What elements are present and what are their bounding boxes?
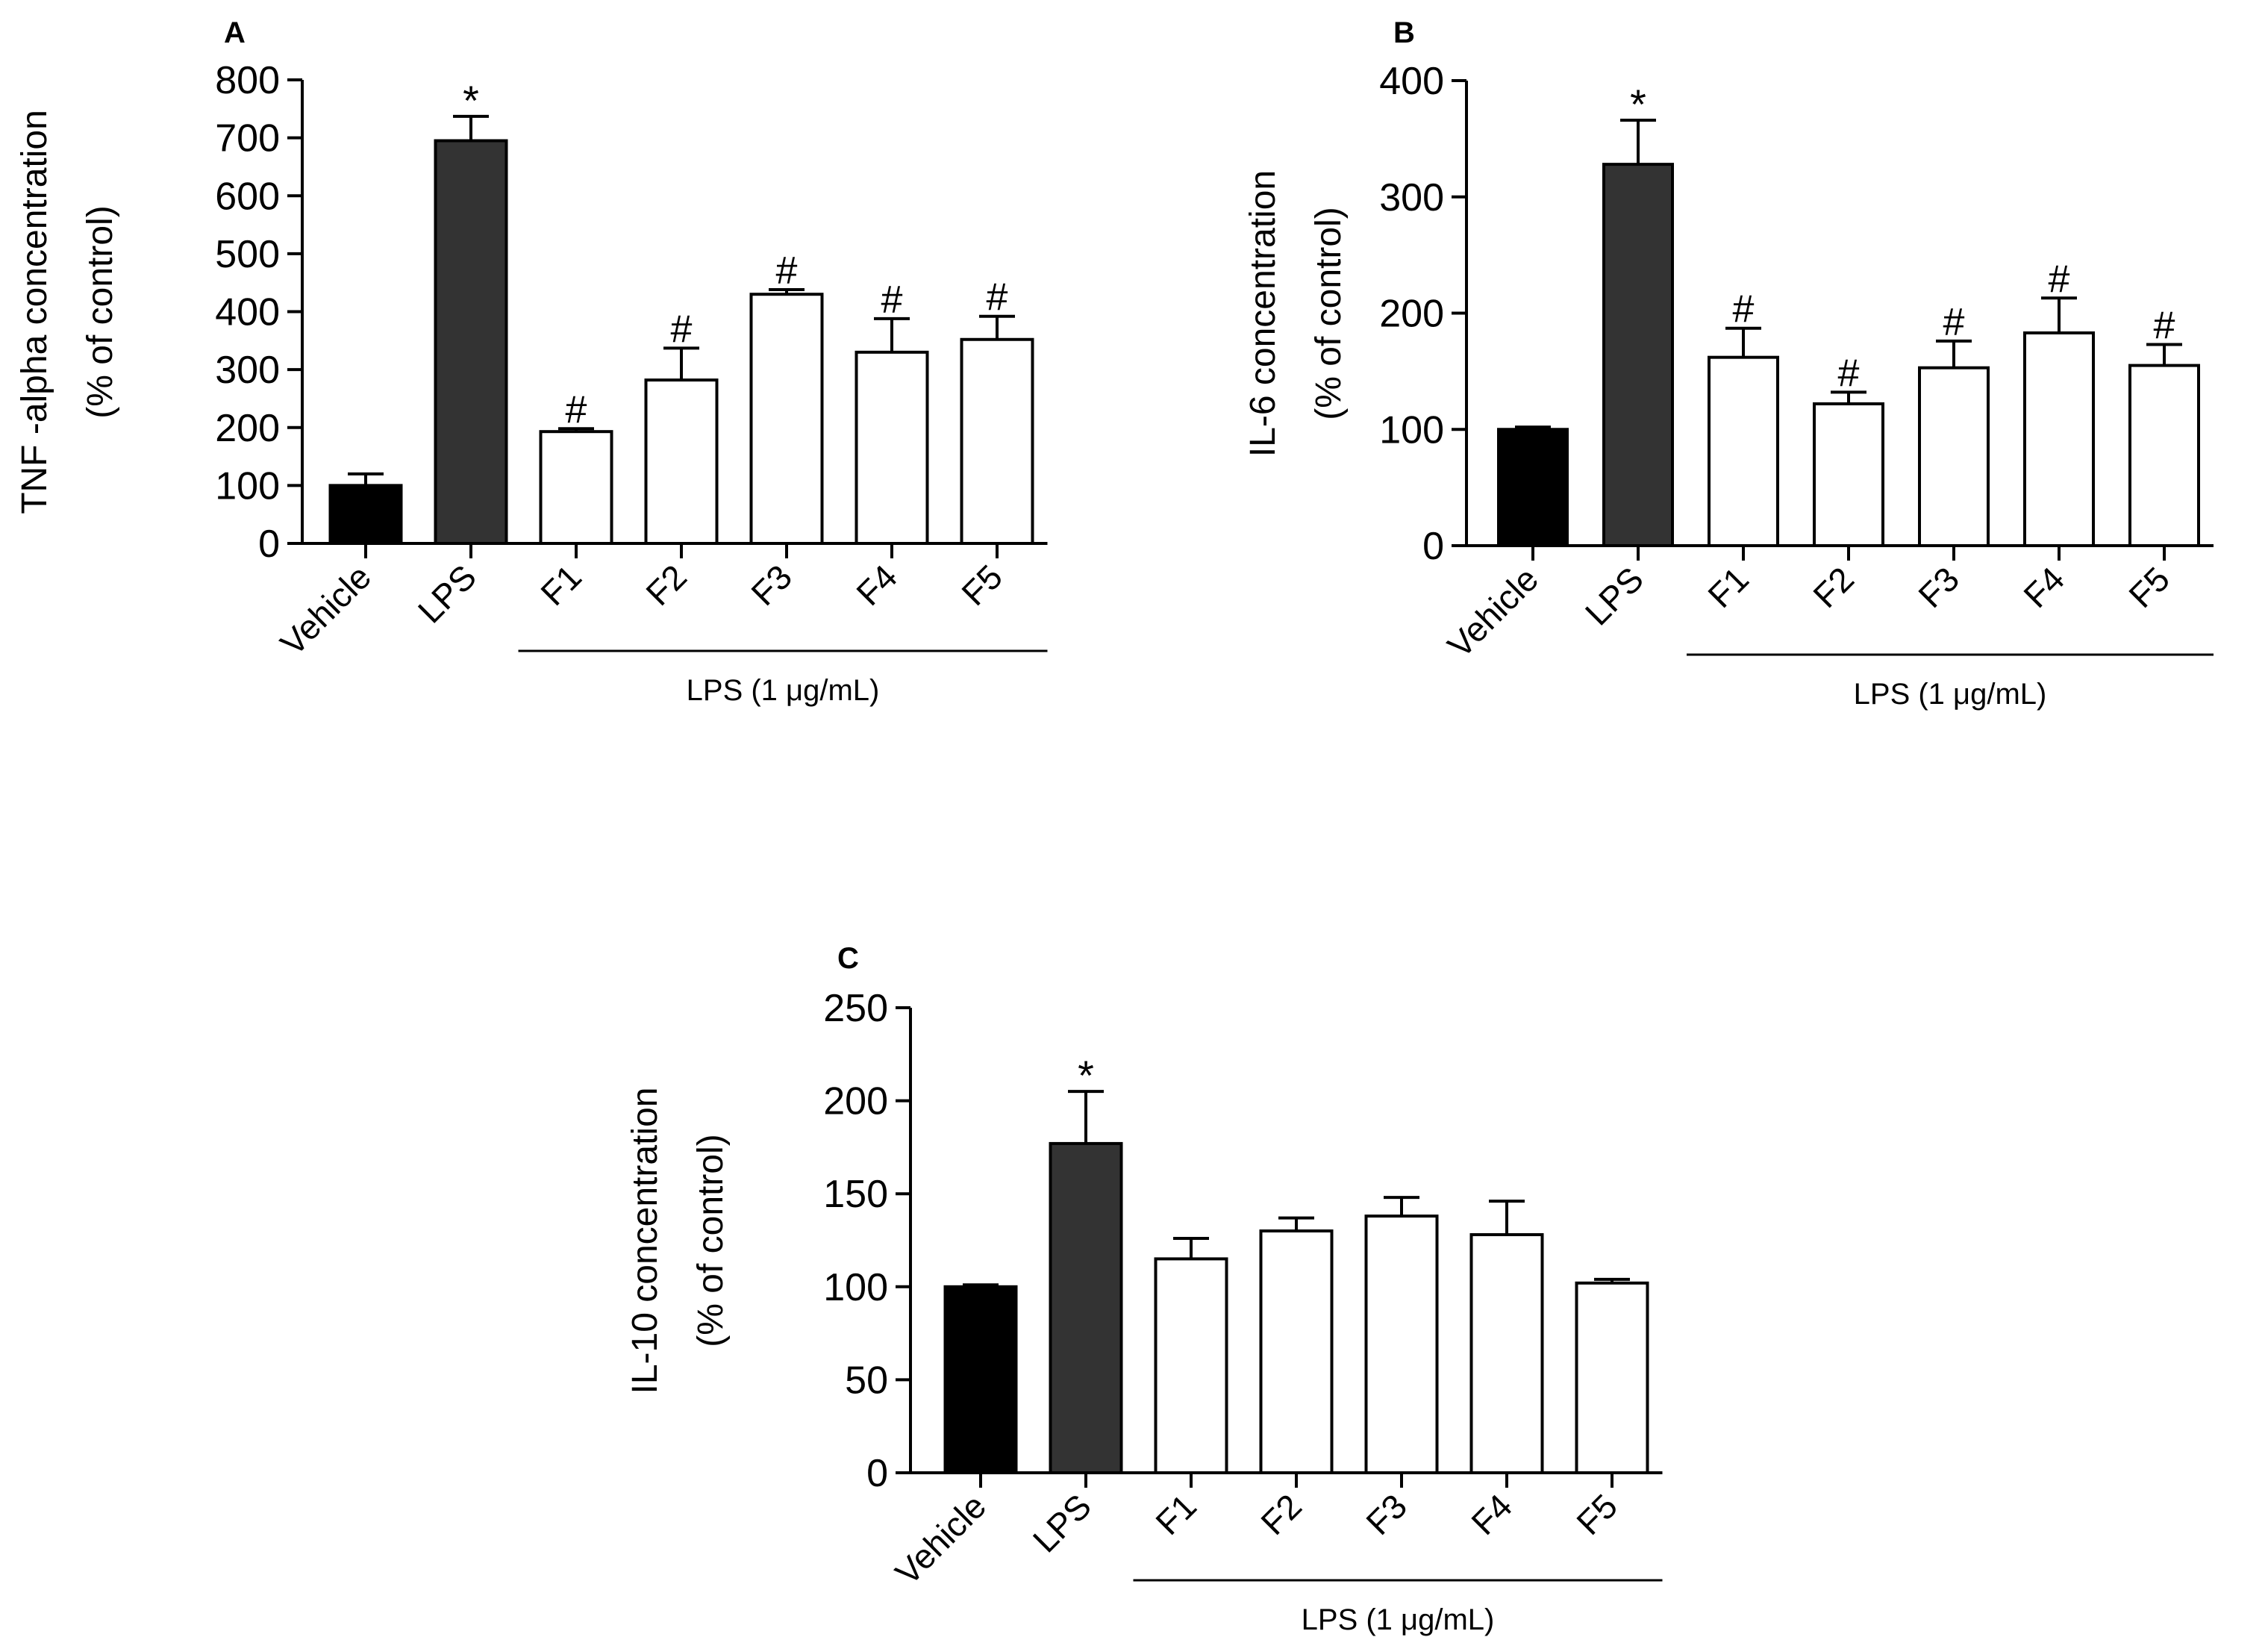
x-tick-label: F2 (638, 557, 694, 613)
bar (1918, 366, 1990, 548)
y-axis-subtitle: (% of control) (691, 1134, 731, 1347)
y-tick-label: 0 (866, 1452, 888, 1495)
significance-marker: * (463, 77, 479, 124)
bar (1497, 428, 1569, 547)
bar (943, 1285, 1018, 1475)
x-tick-label: F3 (1358, 1486, 1414, 1542)
y-tick-label: 100 (1379, 408, 1444, 452)
bar (644, 378, 719, 545)
x-tick-label: F5 (1569, 1486, 1625, 1542)
panel-label: C (837, 942, 859, 975)
bar (1154, 1257, 1228, 1475)
y-axis-title: IL-10 concentration (625, 1088, 665, 1394)
y-tick-label: 800 (215, 59, 280, 102)
y-tick-label: 400 (1379, 60, 1444, 103)
significance-marker: # (671, 308, 693, 351)
significance-marker: # (1733, 288, 1755, 331)
bar (1813, 402, 1884, 547)
bar (1049, 1141, 1123, 1475)
x-tick-label: Vehicle (1440, 559, 1546, 665)
y-tick-label: 300 (1379, 176, 1444, 219)
x-tick-label: F1 (533, 557, 589, 613)
bar (749, 293, 824, 545)
bar (2023, 331, 2095, 547)
panel-b: B IL-6 concentration (% of control) 0 100 200… (1243, 16, 2214, 711)
significance-marker: # (881, 278, 903, 322)
bar (328, 484, 403, 545)
y-axis-title: IL-6 concentration (1243, 170, 1283, 457)
group-label: LPS (1 μg/mL) (1302, 1603, 1495, 1636)
significance-marker: # (1943, 301, 1965, 344)
bar (2128, 364, 2200, 547)
bar (539, 430, 613, 546)
bar (434, 139, 508, 546)
bar (1708, 355, 1779, 547)
panel-c: C IL-10 concentration (% of control) 0 50 100… (625, 942, 1663, 1636)
significance-marker: # (987, 276, 1008, 319)
panel-label: A (224, 16, 246, 49)
x-tick-label: LPS (1025, 1486, 1099, 1559)
y-tick-label: 500 (215, 233, 280, 276)
y-tick-label: 200 (823, 1080, 888, 1123)
significance-marker: # (776, 249, 798, 293)
y-tick-label: 700 (215, 117, 280, 160)
x-tick-label: Vehicle (887, 1486, 993, 1592)
x-tick-label: F5 (2121, 559, 2177, 615)
panel-label: B (1393, 16, 1415, 49)
significance-marker: * (1078, 1052, 1094, 1099)
x-tick-label: F1 (1700, 559, 1756, 615)
group-label: LPS (1 μg/mL) (1854, 678, 2047, 711)
bar (960, 337, 1034, 545)
bar (855, 350, 929, 545)
x-tick-label: F3 (743, 557, 799, 613)
y-tick-label: 400 (215, 291, 280, 334)
y-tick-label: 600 (215, 175, 280, 218)
bar (1575, 1281, 1649, 1475)
y-tick-label: 50 (845, 1359, 888, 1402)
x-tick-label: F1 (1148, 1486, 1204, 1542)
y-axis-subtitle: (% of control) (81, 205, 120, 418)
x-tick-label: LPS (1578, 559, 1651, 632)
y-tick-label: 200 (215, 407, 280, 450)
significance-marker: # (2049, 258, 2070, 301)
x-tick-label: F2 (1805, 559, 1861, 615)
y-tick-label: 250 (823, 987, 888, 1030)
x-tick-label: LPS (410, 557, 484, 630)
bar (1259, 1229, 1334, 1475)
y-axis-title: TNF -alpha concentration (15, 110, 54, 514)
significance-marker: # (1838, 352, 1860, 395)
x-tick-label: F4 (1463, 1486, 1519, 1542)
x-tick-label: F4 (849, 557, 905, 613)
bar (1469, 1233, 1544, 1475)
y-axis-subtitle: (% of control) (1309, 207, 1349, 420)
bar (1364, 1215, 1439, 1474)
y-tick-label: 200 (1379, 293, 1444, 336)
x-tick-label: F4 (2016, 559, 2072, 615)
bar (1602, 163, 1674, 547)
y-tick-label: 150 (823, 1173, 888, 1216)
panel-a: A TNF -alpha concentration (% of control) 0… (15, 16, 1048, 707)
y-tick-label: 0 (258, 523, 280, 566)
y-tick-label: 0 (1422, 525, 1444, 568)
significance-marker: # (566, 388, 587, 431)
y-tick-label: 100 (823, 1266, 888, 1309)
x-tick-label: F2 (1253, 1486, 1309, 1542)
x-tick-label: F3 (1911, 559, 1966, 615)
significance-marker: * (1630, 81, 1646, 128)
x-tick-label: F5 (954, 557, 1010, 613)
significance-marker: # (2154, 305, 2175, 348)
group-label: LPS (1 μg/mL) (687, 674, 880, 707)
x-tick-label: Vehicle (272, 557, 378, 663)
y-tick-label: 100 (215, 464, 280, 508)
y-tick-label: 300 (215, 349, 280, 392)
